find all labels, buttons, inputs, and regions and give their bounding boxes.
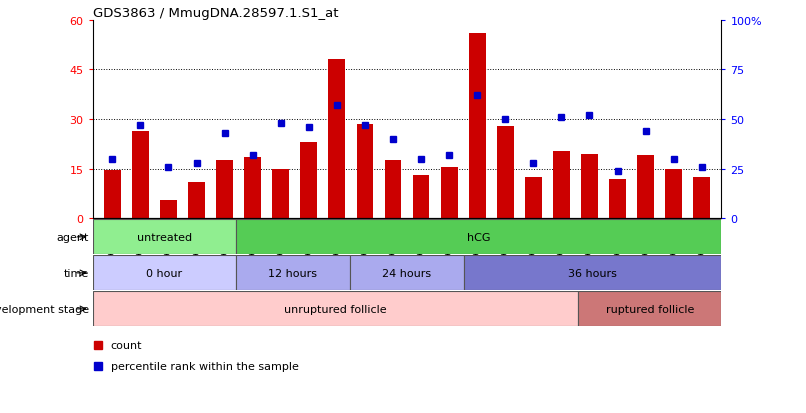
Text: ruptured follicle: ruptured follicle	[606, 304, 694, 314]
Bar	[235, 220, 721, 255]
Bar	[441, 168, 458, 219]
Bar	[384, 161, 401, 219]
Text: untreated: untreated	[136, 232, 192, 242]
Text: 0 hour: 0 hour	[146, 268, 182, 278]
Bar	[216, 161, 233, 219]
Text: 36 hours: 36 hours	[568, 268, 617, 278]
Text: development stage: development stage	[0, 304, 89, 314]
Bar	[525, 178, 542, 219]
Text: hCG: hCG	[467, 232, 490, 242]
Bar	[413, 176, 430, 219]
Text: percentile rank within the sample: percentile rank within the sample	[110, 361, 299, 371]
Bar	[693, 178, 710, 219]
Bar	[93, 220, 235, 255]
Text: agent: agent	[56, 232, 89, 242]
Bar	[188, 183, 205, 219]
Bar	[581, 154, 598, 219]
Bar	[132, 131, 149, 219]
Bar	[609, 179, 626, 219]
Bar	[464, 256, 721, 291]
Bar	[244, 158, 261, 219]
Bar	[496, 126, 513, 219]
Bar	[579, 292, 721, 327]
Text: count: count	[110, 340, 143, 350]
Bar	[356, 125, 373, 219]
Bar	[665, 169, 682, 219]
Bar	[93, 256, 235, 291]
Text: time: time	[64, 268, 89, 278]
Bar	[301, 143, 318, 219]
Bar	[104, 171, 121, 219]
Text: 24 hours: 24 hours	[383, 268, 431, 278]
Text: 12 hours: 12 hours	[268, 268, 318, 278]
Bar	[160, 201, 177, 219]
Bar	[350, 256, 464, 291]
Bar	[235, 256, 350, 291]
Bar	[553, 151, 570, 219]
Text: unruptured follicle: unruptured follicle	[285, 304, 387, 314]
Bar	[638, 156, 654, 219]
Text: GDS3863 / MmugDNA.28597.1.S1_at: GDS3863 / MmugDNA.28597.1.S1_at	[93, 7, 339, 19]
Bar	[93, 292, 579, 327]
Bar	[469, 34, 485, 219]
Bar	[272, 169, 289, 219]
Bar	[329, 60, 345, 219]
